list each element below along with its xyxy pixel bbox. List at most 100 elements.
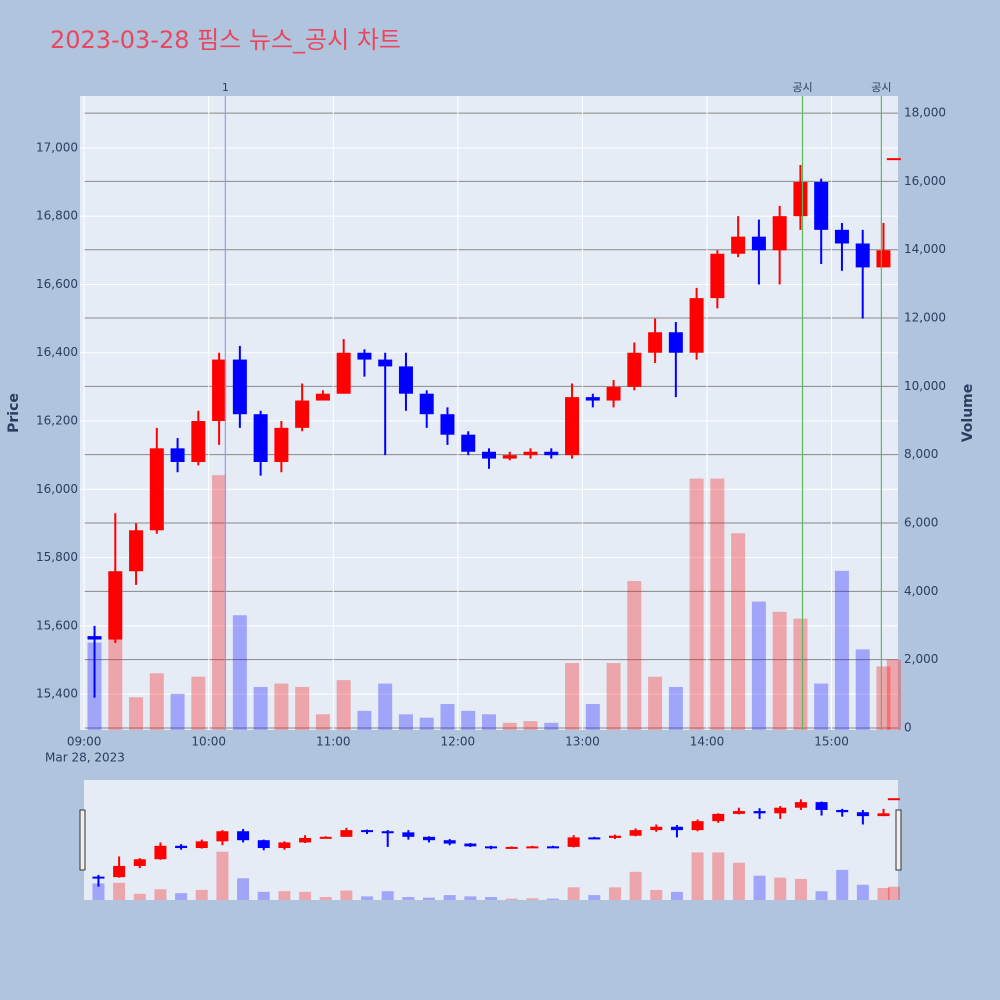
candle-body bbox=[877, 813, 890, 817]
candle-body bbox=[357, 352, 372, 360]
chart-title: 2023-03-28 핌스 뉴스_공시 차트 bbox=[50, 26, 401, 54]
volume-bar bbox=[691, 852, 704, 900]
candle-body bbox=[212, 359, 227, 422]
candle-body bbox=[834, 229, 849, 244]
y-tick-label: 15,400 bbox=[36, 687, 78, 701]
x-tick-label: 14:00 bbox=[690, 735, 725, 749]
candle-body bbox=[170, 448, 185, 462]
volume-bar bbox=[856, 884, 869, 900]
y-tick-label: 16,000 bbox=[36, 482, 78, 496]
volume-bar bbox=[544, 722, 559, 730]
candle-body bbox=[567, 837, 580, 847]
volume-bar bbox=[257, 891, 270, 900]
y2-tick-label: 6,000 bbox=[904, 515, 938, 529]
volume-bar bbox=[648, 676, 663, 730]
candle-body bbox=[648, 332, 663, 353]
slider-handle[interactable] bbox=[895, 809, 902, 871]
volume-bar bbox=[546, 898, 559, 900]
candle-body bbox=[398, 366, 413, 394]
candle-body bbox=[505, 846, 518, 849]
candle-body bbox=[629, 830, 642, 836]
volume-bar bbox=[793, 618, 808, 730]
volume-bar bbox=[836, 869, 849, 900]
annotation-label: 공시 bbox=[871, 81, 891, 94]
volume-bar bbox=[876, 666, 891, 730]
y2-tick-label: 4,000 bbox=[904, 584, 938, 598]
volume-bar bbox=[299, 891, 312, 900]
volume-bar bbox=[423, 897, 436, 900]
candle-body bbox=[753, 811, 766, 814]
y-tick-label: 16,800 bbox=[36, 209, 78, 223]
y-tick-label: 16,200 bbox=[36, 414, 78, 428]
volume-bar bbox=[670, 891, 683, 900]
x-tick-label: 10:00 bbox=[191, 735, 226, 749]
volume-bar bbox=[216, 851, 229, 900]
volume-bar bbox=[278, 891, 291, 900]
candle-body bbox=[87, 636, 102, 640]
candle-body bbox=[461, 434, 476, 452]
candle-body bbox=[195, 841, 208, 849]
volume-bar bbox=[336, 680, 351, 730]
y2-tick-label: 2,000 bbox=[904, 652, 938, 666]
candle-body bbox=[794, 802, 807, 808]
candle-body bbox=[751, 236, 766, 251]
candle-body bbox=[129, 530, 144, 572]
candle-body bbox=[774, 807, 787, 814]
volume-bar bbox=[502, 722, 517, 730]
y-tick-label: 15,600 bbox=[36, 618, 78, 632]
candle-body bbox=[108, 571, 123, 640]
candle-body bbox=[668, 332, 683, 353]
y2-tick-label: 10,000 bbox=[904, 379, 946, 393]
volume-bar bbox=[731, 533, 746, 730]
volume-bar bbox=[712, 852, 725, 900]
candle-body bbox=[257, 840, 270, 849]
volume-bar bbox=[108, 639, 123, 730]
candle-body bbox=[546, 846, 559, 849]
candle-body bbox=[588, 837, 601, 840]
y-tick-label: 16,600 bbox=[36, 277, 78, 291]
volume-bar bbox=[689, 478, 704, 730]
candle-body bbox=[419, 393, 434, 415]
candle-body bbox=[464, 843, 477, 847]
volume-bar bbox=[608, 887, 621, 900]
volume-bar bbox=[585, 704, 600, 730]
candle-body bbox=[443, 840, 456, 844]
volume-bar bbox=[237, 878, 250, 900]
candle-body bbox=[175, 845, 188, 849]
y-tick-label: 15,800 bbox=[36, 550, 78, 564]
candle-body bbox=[315, 393, 330, 401]
volume-bar bbox=[627, 581, 642, 730]
candle-body bbox=[423, 836, 436, 841]
volume-bar bbox=[319, 897, 332, 900]
candle-body bbox=[216, 831, 229, 842]
y2-axis-title: Volume bbox=[960, 384, 976, 443]
volume-bar bbox=[149, 673, 164, 730]
candle-body bbox=[670, 826, 683, 831]
x-tick-label: 13:00 bbox=[565, 735, 600, 749]
volume-bar bbox=[753, 875, 766, 900]
y2-tick-label: 18,000 bbox=[904, 106, 946, 120]
candle-body bbox=[793, 182, 808, 217]
volume-bar bbox=[381, 891, 394, 900]
candle-body bbox=[502, 455, 517, 459]
candle-body bbox=[232, 359, 247, 415]
volume-bar bbox=[650, 889, 663, 900]
volume-bar bbox=[361, 896, 374, 900]
volume-bar bbox=[732, 862, 745, 900]
candle-body bbox=[237, 831, 250, 841]
slider-handle[interactable] bbox=[79, 809, 86, 871]
x-tick-label: 09:00 bbox=[67, 735, 102, 749]
volume-bar bbox=[232, 615, 247, 730]
candle-body bbox=[887, 798, 900, 801]
volume-bar bbox=[815, 891, 828, 900]
volume-bar bbox=[606, 663, 621, 730]
candle-body bbox=[402, 832, 415, 837]
annotation-label: 공시 bbox=[792, 81, 812, 94]
candle-body bbox=[836, 809, 849, 813]
volume-bar bbox=[751, 601, 766, 730]
candle-body bbox=[482, 451, 496, 459]
volume-bar bbox=[814, 683, 829, 730]
candle-body bbox=[440, 414, 455, 435]
volume-bar bbox=[794, 878, 807, 900]
